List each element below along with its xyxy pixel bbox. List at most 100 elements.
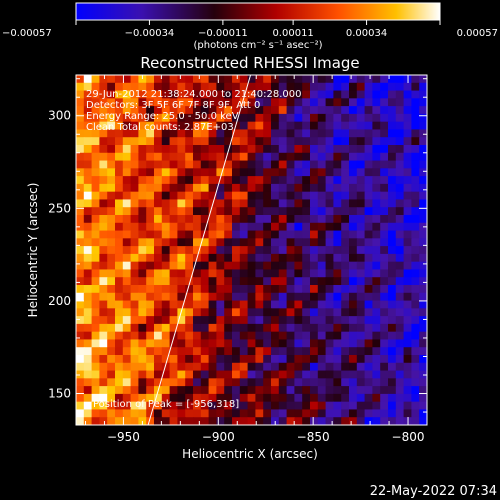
heatmap-pixel	[146, 183, 155, 193]
heatmap-pixel	[200, 331, 210, 341]
heatmap-pixel	[294, 129, 303, 138]
heatmap-pixel	[333, 246, 342, 255]
heatmap-pixel	[247, 82, 256, 92]
heatmap-pixel	[76, 269, 85, 278]
heatmap-pixel	[91, 113, 100, 123]
heatmap-pixel	[216, 285, 225, 294]
heatmap-pixel	[356, 253, 366, 263]
heatmap-pixel	[310, 277, 319, 286]
heatmap-pixel	[356, 285, 366, 294]
heatmap-pixel	[115, 355, 124, 364]
heatmap-pixel	[115, 183, 124, 193]
heatmap-pixel	[138, 347, 147, 356]
heatmap-pixel	[185, 355, 194, 364]
heatmap-pixel	[115, 261, 124, 271]
heatmap-pixel	[395, 215, 405, 224]
heatmap-pixel	[200, 168, 210, 177]
heatmap-pixel	[411, 386, 420, 395]
heatmap-pixel	[161, 75, 171, 84]
heatmap-pixel	[403, 82, 412, 92]
heatmap-pixel	[115, 378, 124, 387]
heatmap-pixel	[364, 230, 373, 239]
heatmap-pixel	[263, 323, 272, 333]
heatmap-pixel	[372, 417, 381, 425]
heatmap-pixel	[99, 331, 108, 341]
heatmap-pixel	[107, 261, 116, 271]
heatmap-pixel	[255, 129, 264, 138]
heatmap-pixel	[239, 300, 249, 309]
heatmap-pixel	[294, 98, 303, 107]
heatmap-pixel	[325, 215, 334, 224]
heatmap-pixel	[76, 378, 85, 387]
heatmap-pixel	[200, 323, 210, 333]
heatmap-pixel	[419, 308, 427, 317]
heatmap-pixel	[216, 238, 225, 247]
heatmap-pixel	[411, 378, 420, 387]
heatmap-pixel	[341, 300, 350, 309]
heatmap-pixel	[239, 409, 249, 418]
heatmap-pixel	[278, 393, 288, 403]
heatmap-pixel	[294, 308, 303, 317]
heatmap-pixel	[255, 191, 264, 201]
heatmap-pixel	[278, 215, 288, 224]
heatmap-pixel	[317, 347, 327, 356]
heatmap-pixel	[271, 393, 280, 403]
heatmap-pixel	[99, 401, 108, 411]
heatmap-pixel	[380, 82, 389, 92]
heatmap-pixel	[255, 386, 264, 395]
heatmap-pixel	[99, 409, 108, 418]
heatmap-pixel	[146, 308, 155, 317]
heatmap-pixel	[200, 300, 210, 309]
heatmap-pixel	[208, 308, 217, 317]
heatmap-pixel	[107, 230, 116, 239]
heatmap-pixel	[388, 253, 397, 263]
heatmap-pixel	[146, 168, 155, 177]
heatmap-pixel	[333, 152, 342, 162]
heatmap-pixel	[310, 199, 319, 208]
heatmap-pixel	[239, 238, 249, 247]
heatmap-pixel	[169, 355, 178, 364]
heatmap-pixel	[115, 417, 124, 425]
heatmap-pixel	[216, 378, 225, 387]
heatmap-pixel	[294, 246, 303, 255]
heatmap-pixel	[317, 75, 327, 84]
heatmap-pixel	[216, 129, 225, 138]
heatmap-pixel	[388, 183, 397, 193]
heatmap-pixel	[91, 246, 100, 255]
heatmap-pixel	[154, 222, 163, 232]
heatmap-pixel	[130, 215, 139, 224]
heatmap-pixel	[349, 409, 358, 418]
heatmap-pixel	[356, 215, 366, 224]
heatmap-pixel	[99, 323, 108, 333]
heatmap-pixel	[372, 230, 381, 239]
heatmap-pixel	[411, 355, 420, 364]
heatmap-pixel	[185, 393, 194, 403]
heatmap-pixel	[122, 168, 132, 177]
heatmap-pixel	[278, 90, 288, 99]
heatmap-pixel	[185, 215, 194, 224]
heatmap-pixel	[99, 386, 108, 395]
heatmap-pixel	[364, 82, 373, 92]
heatmap-pixel	[130, 292, 139, 302]
heatmap-pixel	[122, 90, 132, 99]
heatmap-pixel	[271, 339, 280, 348]
heatmap-pixel	[76, 121, 85, 131]
heatmap-pixel	[154, 417, 163, 425]
heatmap-pixel	[349, 393, 358, 403]
heatmap-pixel	[263, 355, 272, 364]
heatmap-pixel	[333, 417, 342, 425]
heatmap-pixel	[325, 222, 334, 232]
heatmap-pixel	[255, 269, 264, 278]
annotation-peak-position: Position of Peak = [-956,318]	[93, 399, 239, 410]
heatmap-pixel	[302, 362, 311, 372]
heatmap-pixel	[310, 121, 319, 131]
heatmap-pixel	[83, 323, 93, 333]
heatmap-pixel	[177, 253, 186, 263]
heatmap-pixel	[333, 323, 342, 333]
heatmap-pixel	[356, 191, 366, 201]
heatmap-pixel	[286, 137, 295, 146]
heatmap-pixel	[364, 378, 373, 387]
heatmap-pixel	[372, 106, 381, 115]
heatmap-pixel	[83, 113, 93, 123]
heatmap-pixel	[122, 129, 132, 138]
